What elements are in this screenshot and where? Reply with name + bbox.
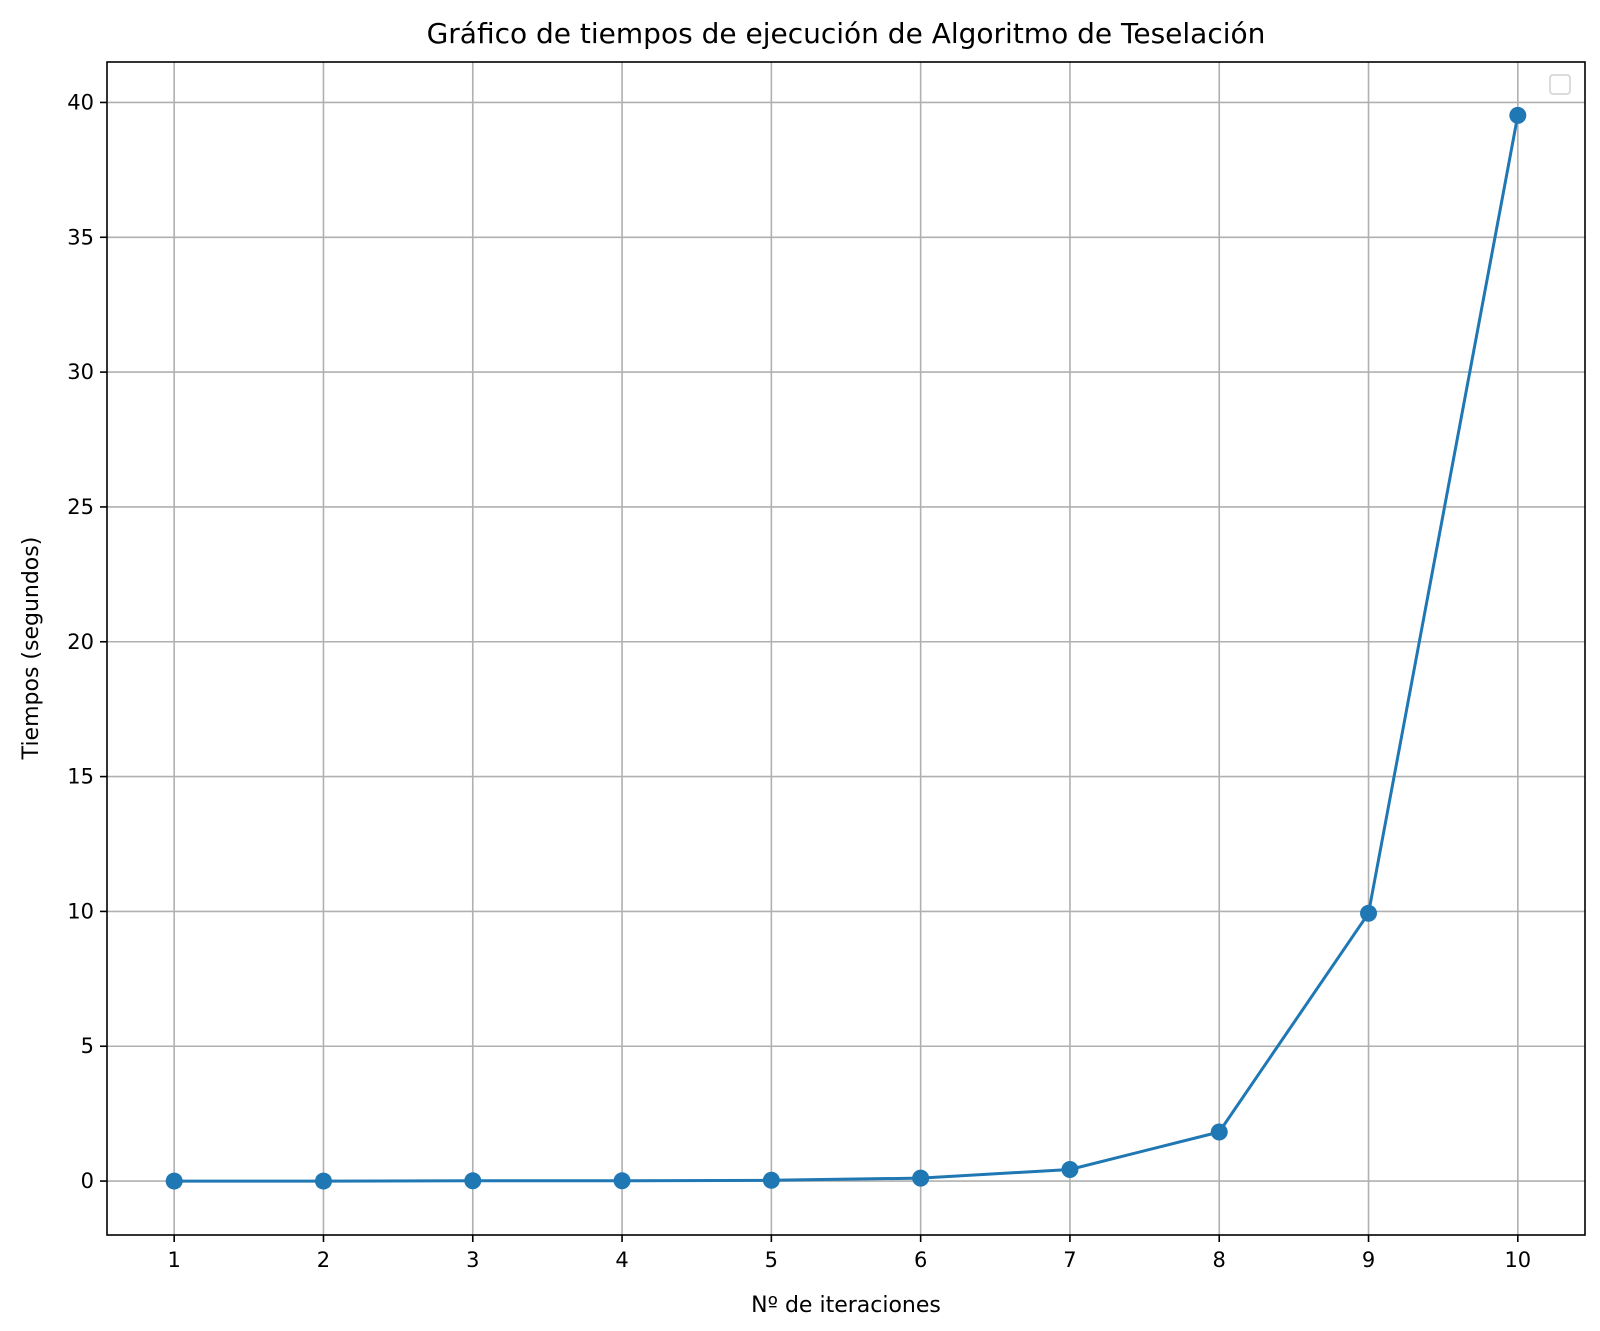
- y-tick-label: 15: [67, 765, 94, 789]
- y-tick-label: 25: [67, 495, 94, 519]
- y-tick-label: 35: [67, 225, 94, 249]
- x-tick-label: 2: [317, 1248, 330, 1272]
- plot-frame: [106, 61, 1586, 1236]
- chart-title: Gráfico de tiempos de ejecución de Algor…: [427, 17, 1266, 50]
- data-point: [314, 1172, 332, 1190]
- y-tick-label: 40: [67, 90, 94, 114]
- legend-box: [1549, 74, 1571, 95]
- y-tick-label: 30: [67, 360, 94, 384]
- axis-ticks: 1 2 3 4 5 6 7 8 9 10 0 5 10 15 20 25 30 35 40: [67, 90, 1531, 1272]
- data-point: [1509, 106, 1527, 124]
- x-tick-label: 10: [1504, 1248, 1531, 1272]
- data-point: [762, 1171, 780, 1189]
- x-tick-label: 9: [1362, 1248, 1375, 1272]
- data-point: [165, 1172, 183, 1190]
- y-tick-label: 10: [67, 899, 94, 923]
- y-tick-label: 0: [81, 1169, 94, 1193]
- series-line: [174, 115, 1520, 1183]
- data-point: [613, 1172, 631, 1190]
- x-tick-label: 1: [167, 1248, 180, 1272]
- data-point: [1360, 904, 1378, 922]
- series-layer: [165, 106, 1527, 1190]
- data-point: [912, 1169, 930, 1187]
- x-tick-label: 4: [615, 1248, 628, 1272]
- y-tick-label: 5: [81, 1034, 94, 1058]
- x-tick-label: 7: [1063, 1248, 1076, 1272]
- x-tick-label: 5: [765, 1248, 778, 1272]
- data-point: [1210, 1123, 1228, 1141]
- y-axis-label: Tiempos (segundos): [19, 537, 44, 761]
- y-tick-label: 20: [67, 630, 94, 654]
- x-tick-label: 6: [914, 1248, 927, 1272]
- x-axis-label: Nº de iteraciones: [751, 1293, 941, 1318]
- grid: [107, 62, 1585, 1235]
- x-tick-label: 3: [466, 1248, 479, 1272]
- x-tick-label: 8: [1213, 1248, 1226, 1272]
- data-point: [464, 1172, 482, 1190]
- data-point: [1061, 1160, 1079, 1178]
